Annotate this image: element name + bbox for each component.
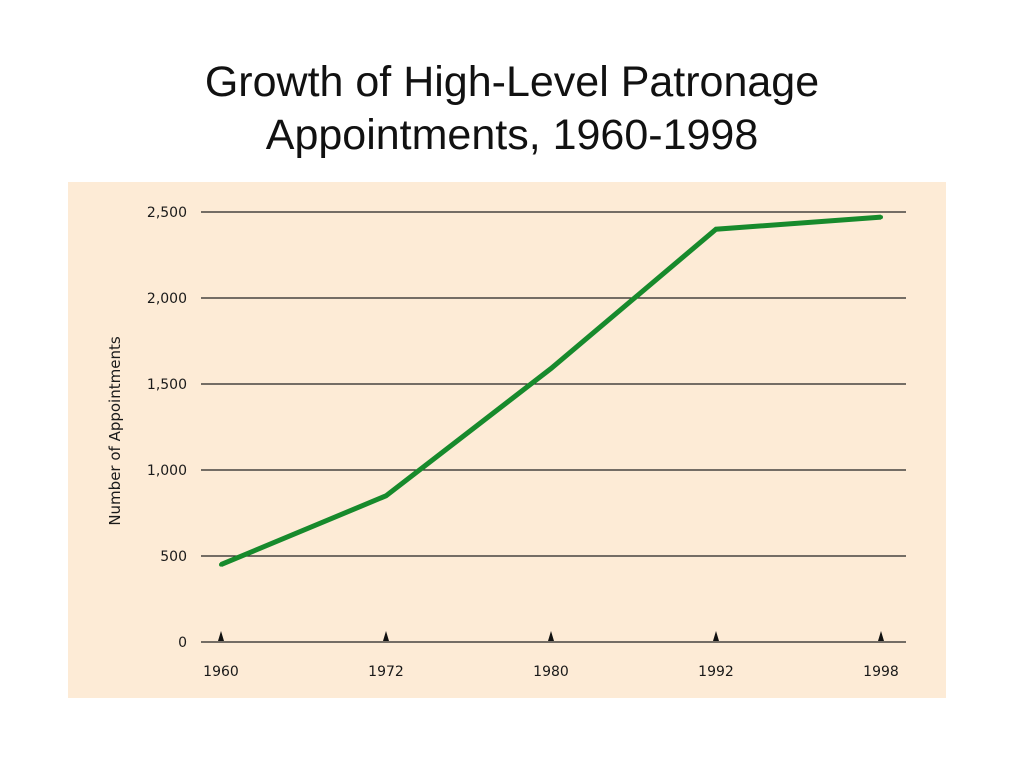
slide-title: Growth of High-Level Patronage Appointme… [0,56,1024,162]
x-tick-marks [218,631,884,641]
data-point [384,493,388,498]
x-tick-label: 1972 [368,664,404,680]
data-point [549,366,553,371]
x-tick-label: 1960 [203,664,239,680]
x-tick-label: 1992 [698,664,734,680]
y-tick-label: 0 [178,635,187,651]
y-tick-label: 500 [160,549,187,565]
x-tick-mark [878,631,884,641]
x-tick-label: 1998 [863,664,899,680]
series-group [219,214,883,567]
chart-panel [68,182,946,698]
x-tick-label: 1980 [533,664,569,680]
data-point [714,227,718,232]
y-tick-label: 2,000 [147,291,187,307]
x-tick-mark [383,631,389,641]
y-tick-label: 2,500 [147,205,187,221]
x-tick-mark [713,631,719,641]
y-tick-label: 1,500 [147,377,187,393]
x-tick-labels: 1960 1972 1980 1992 1998 [203,664,899,680]
x-tick-mark [548,631,554,641]
data-point [879,215,883,220]
gridlines [201,211,906,643]
y-tick-labels: 0 500 1,000 1,500 2,000 2,500 [147,205,187,651]
data-point [219,562,223,567]
x-tick-mark [218,631,224,641]
title-line-2: Appointments, 1960-1998 [265,111,759,159]
title-line-1: Growth of High-Level Patronage [204,58,820,106]
y-tick-label: 1,000 [147,463,187,479]
y-axis-label: Number of Appointments [106,336,124,526]
